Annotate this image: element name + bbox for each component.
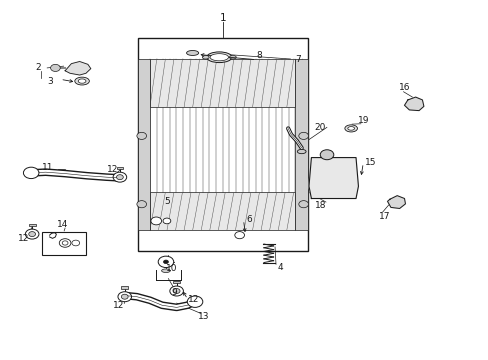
Ellipse shape xyxy=(344,125,357,132)
Circle shape xyxy=(151,217,161,225)
Text: 4: 4 xyxy=(278,263,283,272)
Text: 10: 10 xyxy=(166,265,177,274)
Bar xyxy=(116,167,123,169)
Circle shape xyxy=(187,296,203,307)
Bar xyxy=(173,281,180,283)
Text: 1: 1 xyxy=(219,13,225,23)
Ellipse shape xyxy=(186,50,198,55)
Polygon shape xyxy=(386,195,405,208)
Text: 14: 14 xyxy=(57,220,68,229)
Bar xyxy=(150,192,295,230)
Bar xyxy=(121,287,128,289)
Circle shape xyxy=(163,218,170,224)
Text: 11: 11 xyxy=(42,163,54,172)
Text: 17: 17 xyxy=(379,212,390,221)
Bar xyxy=(138,59,150,230)
Text: 18: 18 xyxy=(315,201,326,210)
Ellipse shape xyxy=(206,52,231,63)
Bar xyxy=(29,224,36,226)
Ellipse shape xyxy=(347,127,354,130)
Text: 9: 9 xyxy=(171,288,177,297)
Circle shape xyxy=(137,132,146,139)
Text: 13: 13 xyxy=(197,312,208,321)
Circle shape xyxy=(25,229,39,239)
Ellipse shape xyxy=(161,269,170,273)
Bar xyxy=(150,59,295,107)
Circle shape xyxy=(298,201,308,208)
Text: 12: 12 xyxy=(18,234,30,243)
Ellipse shape xyxy=(229,55,236,59)
Circle shape xyxy=(121,294,128,299)
Text: 20: 20 xyxy=(313,123,325,132)
Circle shape xyxy=(137,201,146,208)
Text: 12: 12 xyxy=(107,165,118,174)
Text: 3: 3 xyxy=(48,77,53,86)
Ellipse shape xyxy=(297,149,305,154)
Circle shape xyxy=(72,240,80,246)
Ellipse shape xyxy=(210,54,228,61)
Circle shape xyxy=(234,231,244,239)
Circle shape xyxy=(23,167,39,179)
Polygon shape xyxy=(308,158,358,198)
Polygon shape xyxy=(404,97,423,111)
Ellipse shape xyxy=(75,77,89,85)
Text: 19: 19 xyxy=(357,116,368,125)
Text: 5: 5 xyxy=(163,197,169,206)
Circle shape xyxy=(50,64,60,72)
Circle shape xyxy=(173,288,180,293)
Text: 12: 12 xyxy=(187,295,199,304)
Ellipse shape xyxy=(202,55,209,59)
Circle shape xyxy=(118,292,131,302)
Text: 8: 8 xyxy=(256,51,262,60)
Circle shape xyxy=(59,239,71,247)
Circle shape xyxy=(29,231,36,237)
Circle shape xyxy=(116,175,123,180)
Text: 15: 15 xyxy=(364,158,376,167)
Circle shape xyxy=(169,286,183,296)
Bar xyxy=(138,38,307,251)
Circle shape xyxy=(163,260,168,264)
Text: 12: 12 xyxy=(113,301,124,310)
Text: 16: 16 xyxy=(398,83,409,92)
Text: 6: 6 xyxy=(246,215,252,224)
Polygon shape xyxy=(65,62,91,75)
Text: 2: 2 xyxy=(36,63,41,72)
Ellipse shape xyxy=(78,79,86,83)
Circle shape xyxy=(320,150,333,160)
Circle shape xyxy=(62,241,68,245)
Bar xyxy=(295,59,307,230)
Circle shape xyxy=(298,132,308,139)
Text: 7: 7 xyxy=(294,54,300,63)
Bar xyxy=(42,231,86,255)
Circle shape xyxy=(158,256,173,267)
Circle shape xyxy=(113,172,126,182)
